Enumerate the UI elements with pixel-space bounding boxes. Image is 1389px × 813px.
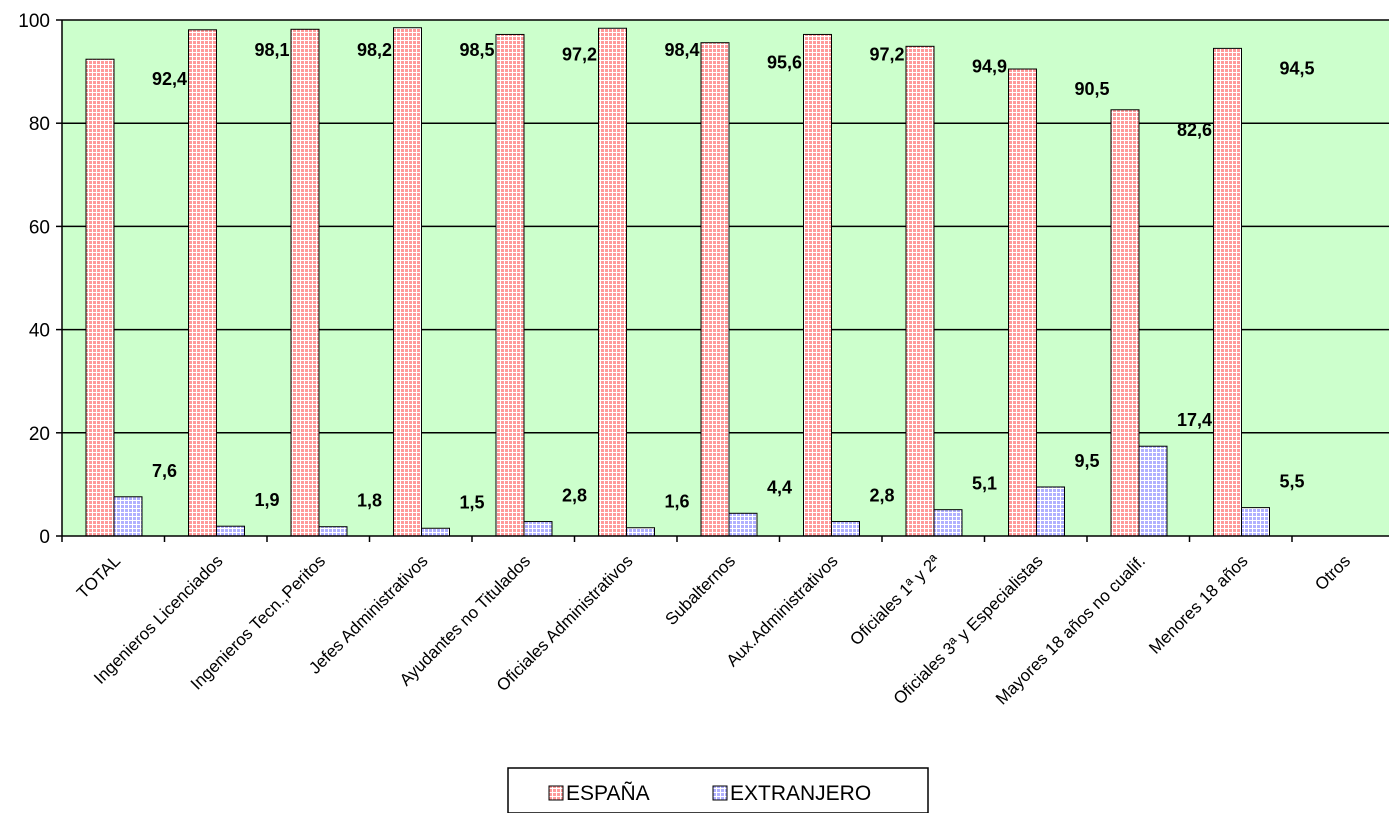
data-label-espana: 94,5 <box>1280 58 1315 78</box>
y-tick-label: 80 <box>29 114 50 135</box>
y-tick-label: 20 <box>29 424 50 445</box>
legend-swatch-espana <box>548 785 564 801</box>
y-tick-labels: 0 20 40 60 80 100 <box>18 11 62 548</box>
data-label-extranjero: 1,6 <box>665 492 690 512</box>
y-tick-label: 40 <box>29 321 50 342</box>
data-label-espana: 90,5 <box>1075 79 1110 99</box>
data-label-extranjero: 2,8 <box>562 486 587 506</box>
bar-extranjero <box>626 527 655 537</box>
bar-extranjero <box>523 521 553 537</box>
data-label-espana: 97,2 <box>562 44 597 64</box>
bar-espana <box>1110 109 1140 537</box>
axes <box>61 20 1389 537</box>
data-label-extranjero: 17,4 <box>1177 410 1212 430</box>
y-tick-label: 0 <box>39 527 50 548</box>
data-label-extranjero: 9,5 <box>1075 451 1100 471</box>
data-label-extranjero: 7,6 <box>152 461 177 481</box>
data-label-espana: 95,6 <box>767 53 802 73</box>
x-category-label: Oficiales 1ª y 2ª <box>846 551 944 649</box>
data-label-espana: 98,1 <box>255 40 290 60</box>
bars <box>85 27 1270 537</box>
x-category-label: Aux.Administrativos <box>723 551 842 670</box>
legend-label-extranjero: EXTRANJERO <box>730 782 871 805</box>
legend-label-espana: ESPAÑA <box>566 781 650 805</box>
bar-espana <box>290 28 320 537</box>
bar-extranjero <box>216 525 245 537</box>
bar-extranjero <box>421 527 450 537</box>
data-label-extranjero: 5,5 <box>1280 472 1305 492</box>
data-label-espana: 97,2 <box>870 44 905 64</box>
bar-espana <box>393 27 422 537</box>
bar-extranjero <box>1138 445 1168 537</box>
bar-extranjero <box>113 496 143 537</box>
bar-extranjero <box>933 509 963 537</box>
data-label-extranjero: 4,4 <box>767 477 792 497</box>
data-label-extranjero: 5,1 <box>972 474 997 494</box>
legend: ESPAÑA EXTRANJERO <box>507 767 929 813</box>
bar-espana <box>1008 68 1037 537</box>
x-category-label: Subalternos <box>661 551 739 629</box>
x-category-label: Menores 18 años <box>1145 551 1251 657</box>
bar-espana <box>700 42 730 537</box>
bar-espana <box>188 29 217 537</box>
data-label-espana: 98,2 <box>357 40 392 60</box>
y-tick-label: 100 <box>18 11 50 32</box>
data-label-extranjero: 1,8 <box>357 491 382 511</box>
data-label-espana: 98,5 <box>460 40 495 60</box>
data-label-espana: 94,9 <box>972 56 1007 76</box>
data-label-extranjero: 2,8 <box>870 486 895 506</box>
data-label-extranjero: 1,5 <box>460 492 485 512</box>
data-label-espana: 82,6 <box>1177 120 1212 140</box>
data-label-espana: 98,4 <box>665 40 700 60</box>
bar-espana <box>85 58 115 537</box>
legend-swatch-extranjero <box>712 785 728 801</box>
bar-extranjero <box>1036 486 1065 537</box>
bar-extranjero <box>1241 507 1270 537</box>
data-label-espana: 92,4 <box>152 69 187 89</box>
bar-extranjero <box>318 526 348 537</box>
data-label-extranjero: 1,9 <box>255 490 280 510</box>
data-labels: 92,4 7,6 98,1 1,9 98,2 1,8 98,5 1,5 97,2 2,8 98,4 1… <box>152 40 1315 512</box>
bar-espana <box>803 33 832 537</box>
bar-extranjero <box>728 512 758 537</box>
bar-espana <box>598 27 627 537</box>
x-category-label: Otros <box>1311 551 1354 594</box>
bar-espana <box>1213 47 1242 537</box>
y-tick-label: 60 <box>29 217 50 238</box>
bar-espana <box>905 45 935 537</box>
bar-espana <box>495 33 525 537</box>
bar-extranjero <box>831 521 860 537</box>
x-category-label: TOTAL <box>73 551 124 602</box>
